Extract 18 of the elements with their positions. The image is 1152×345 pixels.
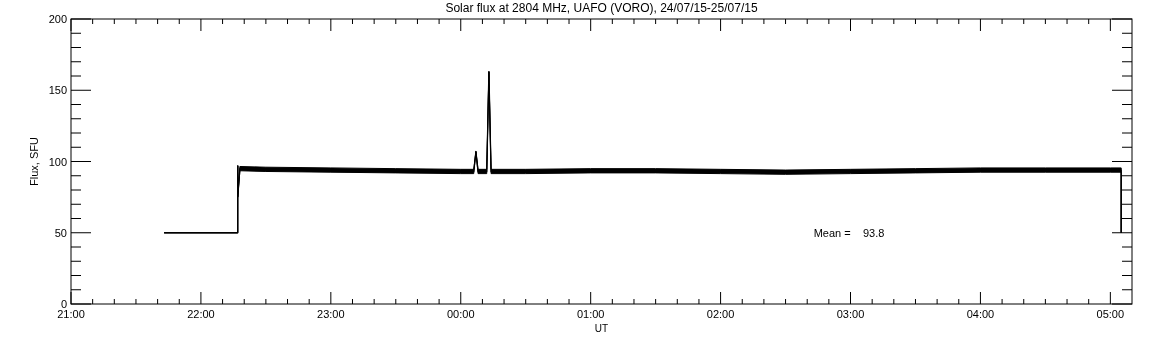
y-tick-label: 100 xyxy=(48,155,67,168)
y-tick-label: 0 xyxy=(60,298,67,310)
x-tick-label: 00:00 xyxy=(446,308,475,320)
annotation: Mean = 93.8 xyxy=(813,226,885,239)
x-axis-title: UT xyxy=(594,323,609,334)
x-tick-label: 03:00 xyxy=(836,308,865,320)
x-tick-label: 02:00 xyxy=(706,308,735,320)
x-tick-label: 22:00 xyxy=(187,308,215,320)
x-tick-label: 23:00 xyxy=(317,308,345,320)
x-tick-label: 01:00 xyxy=(576,308,605,320)
y-tick-label: 200 xyxy=(48,13,67,25)
chart-title: Solar flux at 2804 MHz, UAFO (VORO), 24/07/15-25/07/15 xyxy=(445,1,758,15)
y-tick-label: 150 xyxy=(48,84,67,97)
x-tick-label: 21:00 xyxy=(57,308,85,320)
x-tick-label: 04:00 xyxy=(966,308,995,320)
y-tick-label: 50 xyxy=(54,226,67,239)
y-axis-title: Flux, SFU xyxy=(28,137,40,186)
x-tick-label: 05:00 xyxy=(1096,308,1125,320)
